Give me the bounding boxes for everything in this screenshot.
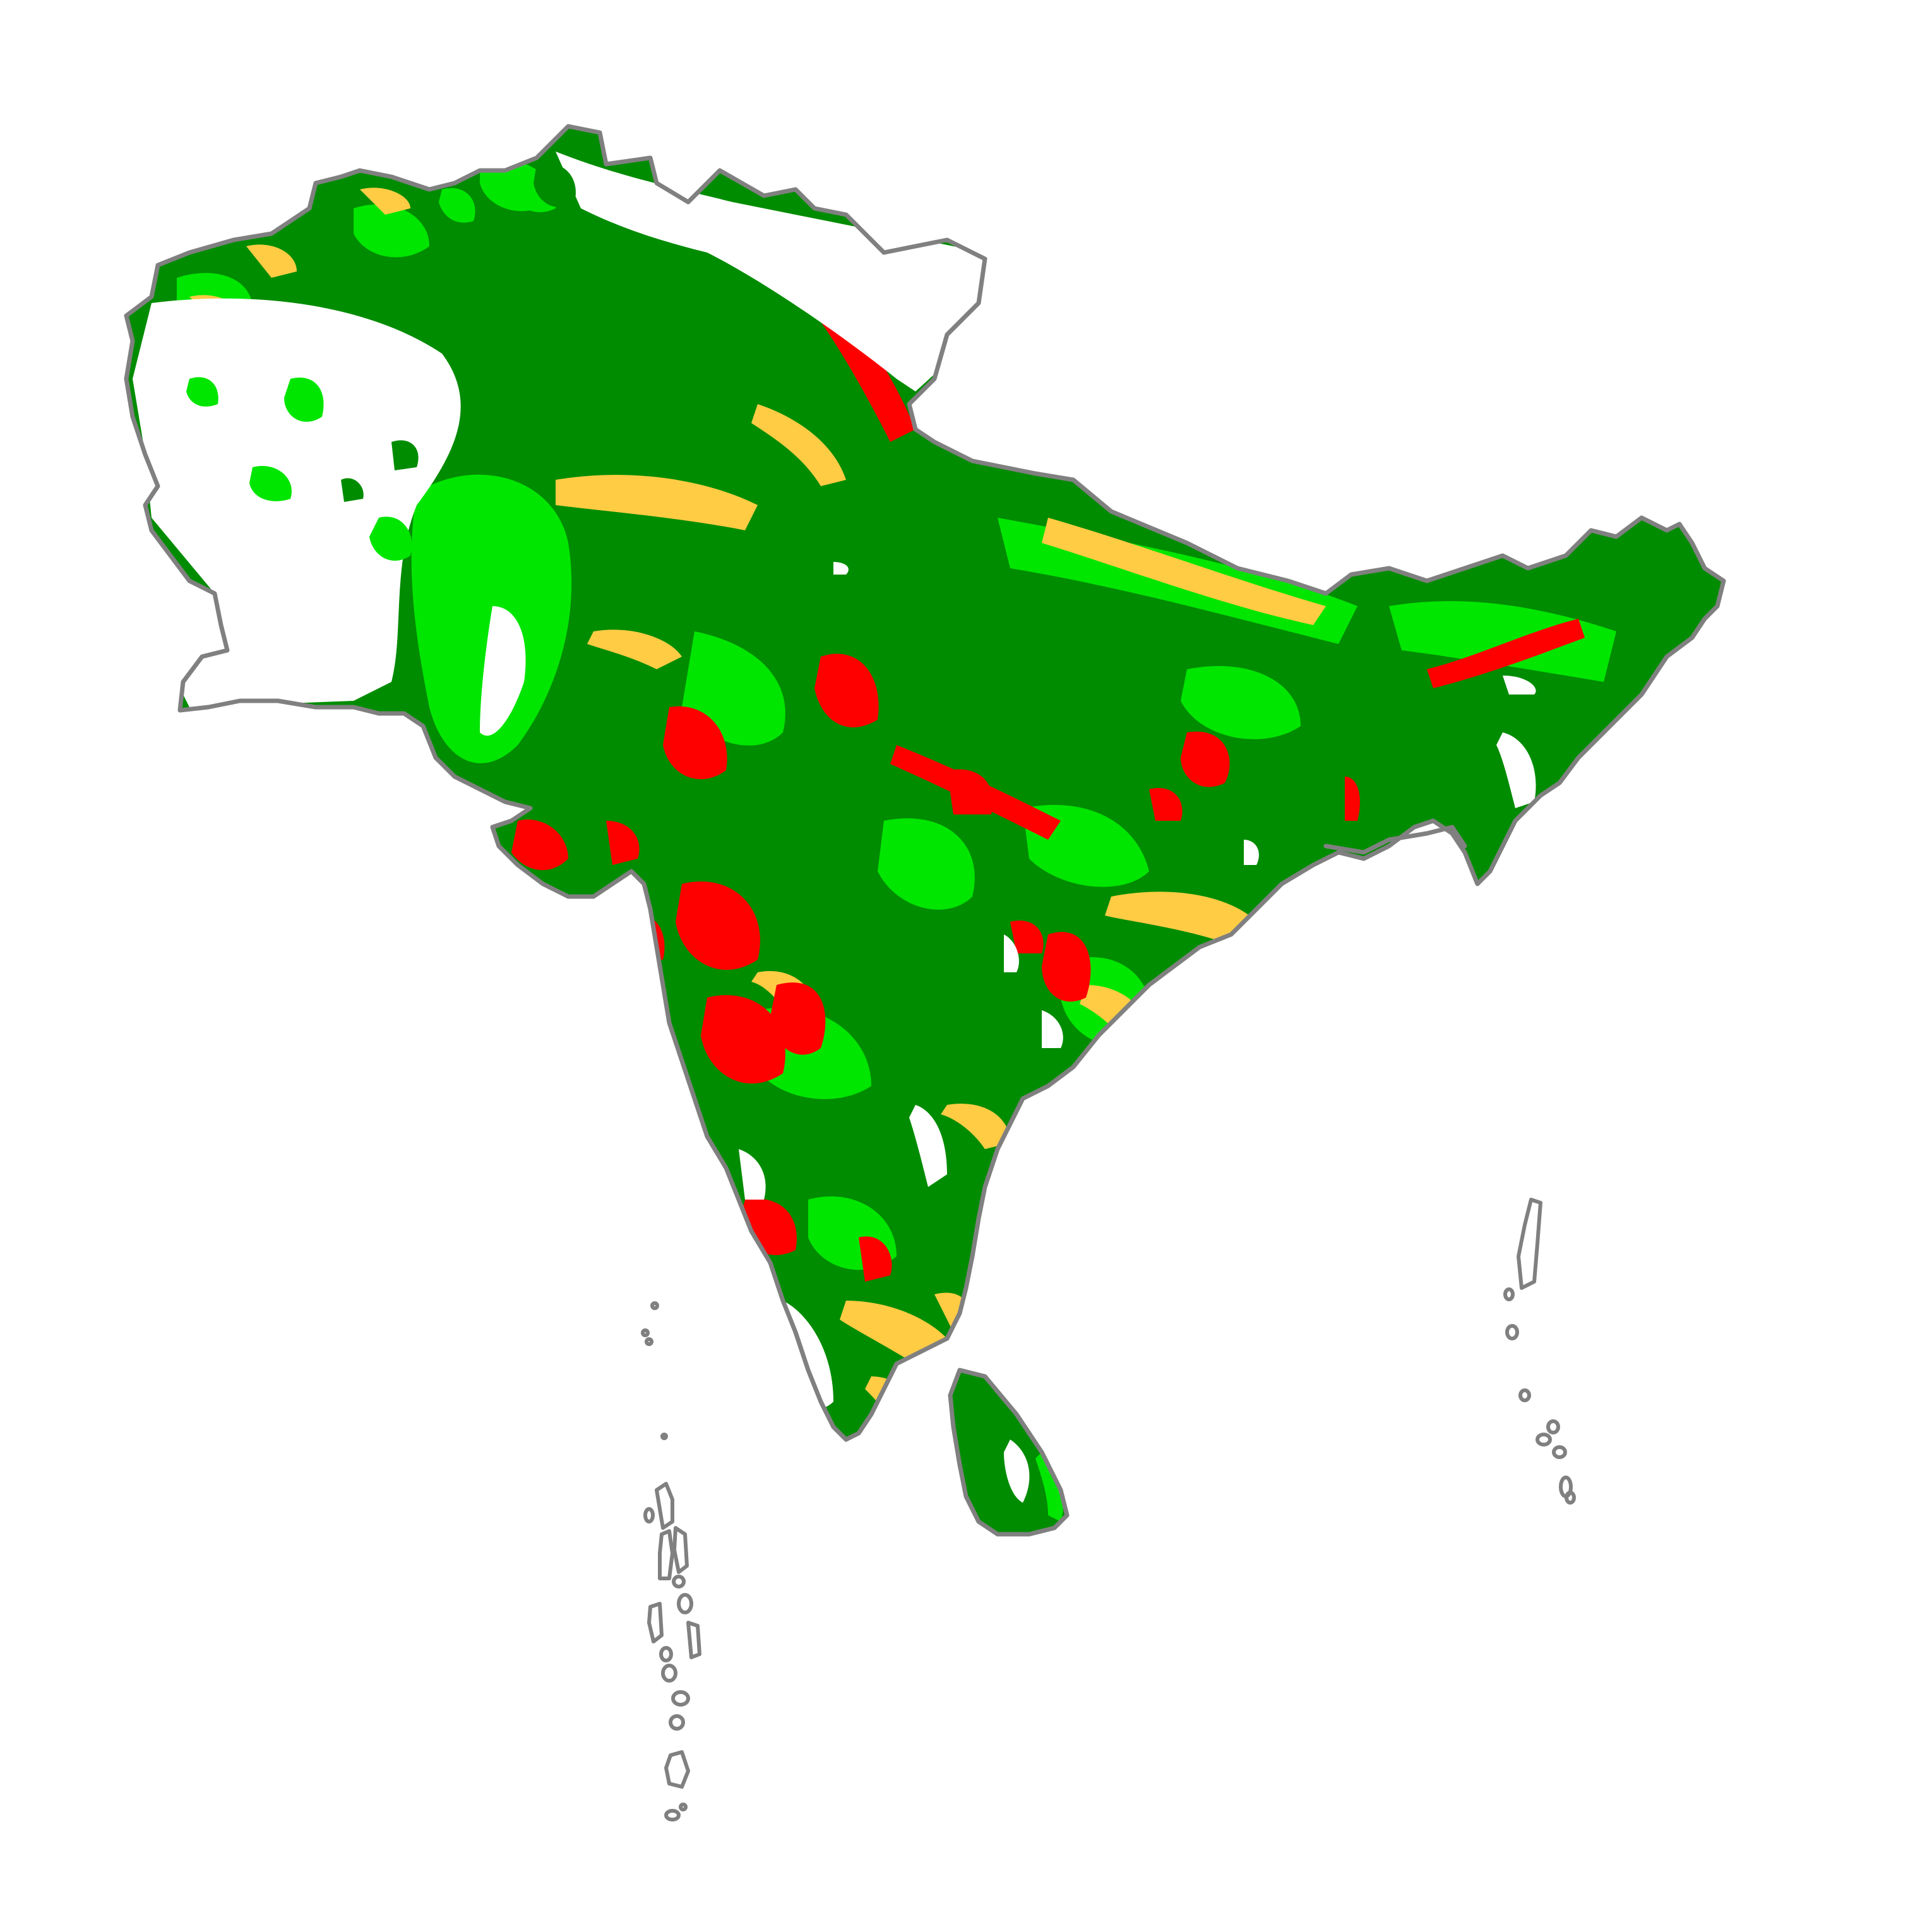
lakshadweep-island-2 <box>641 1328 650 1337</box>
maldives-atoll-4 <box>672 1526 689 1574</box>
maldives-atoll-9 <box>659 1646 673 1662</box>
lakshadweep-island-3 <box>645 1337 653 1346</box>
maldives-atoll-12 <box>669 1714 685 1731</box>
maldives-atoll-1 <box>655 1482 674 1530</box>
nicobar-island-6 <box>1565 1491 1576 1505</box>
maldives-atoll-3 <box>658 1529 674 1580</box>
lakshadweep-islands <box>641 1301 668 1440</box>
maldives-atoll-2 <box>643 1507 655 1524</box>
maldives-atoll-6 <box>677 1593 693 1614</box>
andaman-nicobar-islands <box>1503 1198 1576 1505</box>
maldives-atoll-8 <box>686 1621 701 1659</box>
northwest-green-patches <box>186 181 557 561</box>
northwest-dark-patches <box>341 163 576 502</box>
nicobar-island-3 <box>1535 1433 1552 1446</box>
maldives-atoll-11 <box>671 1690 690 1707</box>
lakshadweep-island-1 <box>650 1301 659 1310</box>
nicobar-island-2 <box>1546 1419 1560 1434</box>
sri-lanka-light-strip <box>1035 1452 1063 1522</box>
maldives-islands <box>643 1482 701 1822</box>
andaman-island-small-2 <box>1505 1324 1519 1340</box>
red-areas <box>511 271 1585 1282</box>
maldives-atoll-10 <box>661 1664 677 1683</box>
andaman-outline <box>1517 1198 1542 1290</box>
country-outlines <box>126 126 1724 1537</box>
maldives-atoll-7 <box>647 1602 664 1643</box>
lakshadweep-island-4 <box>660 1433 668 1440</box>
nicobar-island-1 <box>1518 1388 1531 1402</box>
sri-lanka-no-data <box>1004 1440 1030 1503</box>
bangladesh-coast-outline <box>1323 825 1467 855</box>
nicobar-island-4 <box>1552 1445 1567 1459</box>
sri-lanka-outline <box>948 1368 1070 1537</box>
yellow-areas <box>189 188 1326 1427</box>
andaman-island-small-1 <box>1503 1287 1515 1301</box>
maldives-atoll-13 <box>664 1750 690 1789</box>
maldives-atoll-5 <box>672 1575 686 1589</box>
sri-lanka-raster <box>950 1370 1067 1534</box>
maldives-atoll-14 <box>664 1809 681 1822</box>
maldives-atoll-15 <box>679 1803 688 1811</box>
